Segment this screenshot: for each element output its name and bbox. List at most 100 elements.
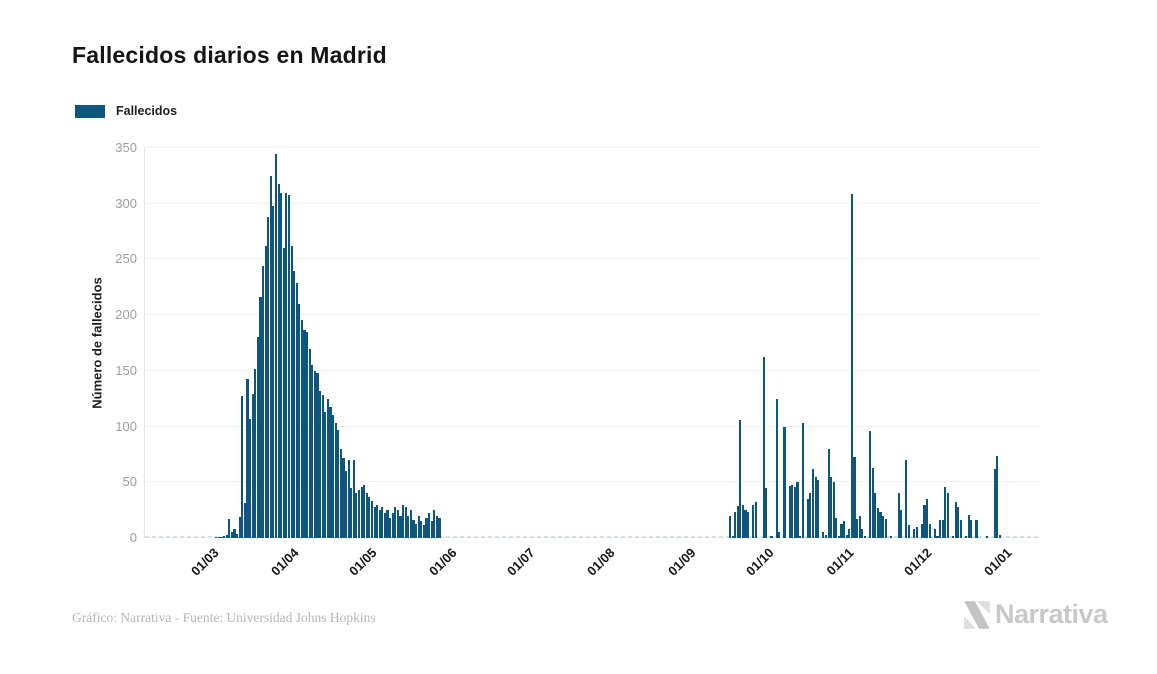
bar [876,507,879,538]
bar [412,520,415,538]
gridline-y-350 [145,147,1040,148]
bar [425,517,428,538]
bar [238,516,241,538]
bar [889,535,892,538]
x-tick-text: 01/10 [742,545,777,579]
bar [936,535,939,538]
legend-item-fallecidos[interactable]: Fallecidos [75,104,177,118]
bar [897,493,900,538]
bar [303,329,306,538]
bar [300,319,303,538]
x-tick-label-01-11: 01/11 [782,545,857,578]
bar [923,504,926,538]
bar [858,515,861,538]
bar [389,517,392,538]
plot-area: 0 50 100 150 200 250 300 350 01/03 01/04 01/05 01/0… [115,140,1040,579]
bar [848,529,851,538]
x-tick-text: 01/01 [981,545,1015,579]
bar [319,390,322,538]
y-tick-label: 50 [122,474,137,490]
bar [422,524,425,538]
bar [220,536,223,538]
bar [736,505,739,538]
bar [360,486,363,538]
bar [879,512,882,538]
bar [316,373,319,538]
bar [329,406,332,538]
bar [801,423,804,538]
bar [391,513,394,538]
bar [744,510,747,538]
bar [420,521,423,538]
legend-label: Fallecidos [116,104,178,118]
bar [274,153,278,538]
gridline-y-300 [145,202,1040,204]
bar [243,503,246,538]
bar [837,535,840,538]
bar [332,415,335,538]
bar [933,529,936,538]
bar [311,365,314,538]
y-tick-label: 150 [115,362,137,378]
x-tick-label-01-03: 01/03 [147,545,222,579]
y-tick-label: 350 [115,140,137,155]
bar [770,535,773,538]
bar [913,529,916,538]
bar [339,448,342,538]
narrativa-logo-icon [964,600,990,629]
bar [233,529,236,538]
x-tick-text: 01/12 [900,545,935,579]
bar [290,246,293,538]
bar [900,510,903,538]
x-tick-text: 01/06 [426,545,460,579]
bar [843,521,846,538]
bar [970,520,973,538]
bar [965,535,968,538]
bar [946,493,949,538]
bar [993,468,996,538]
bar [399,515,402,538]
x-tick-label-01-07: 01/07 [463,545,538,579]
bar [272,205,275,538]
bar [223,535,226,538]
x-tick-label-01-06: 01/06 [385,545,460,579]
bar [856,519,859,538]
bar [881,515,885,538]
bar [251,394,254,538]
bar [394,506,397,538]
bar [741,504,745,538]
bar [845,534,848,538]
x-tick-label-01-04: 01/04 [227,545,302,579]
bar [869,431,872,538]
bar [217,536,220,538]
bar [280,192,283,538]
bar [734,512,737,538]
x-tick-text: 01/03 [187,545,222,579]
gridline-y-100 [145,425,1040,427]
x-tick-text: 01/11 [823,545,857,579]
bar [383,513,387,538]
bar [998,534,1001,538]
bar [254,368,257,538]
x-tick-label-01-12: 01/12 [860,545,935,579]
bar [225,534,228,538]
bar [256,337,259,538]
gridline-y-200 [145,314,1040,316]
y-axis-line [144,148,145,538]
bar [435,515,438,538]
source-credit: Gráfico: Narrativa - Fuente: Universidad… [72,610,376,625]
bar [228,519,231,538]
bar [907,524,911,538]
bar [269,175,272,538]
bar [975,520,978,538]
bar [363,484,366,538]
bar [928,523,931,538]
bar [778,532,781,538]
bar [832,482,835,538]
bar [306,331,309,538]
bar [747,512,750,538]
bar [287,194,291,538]
bar [350,487,353,538]
bar [378,510,381,538]
x-tick-label-01-10: 01/10 [702,545,777,579]
